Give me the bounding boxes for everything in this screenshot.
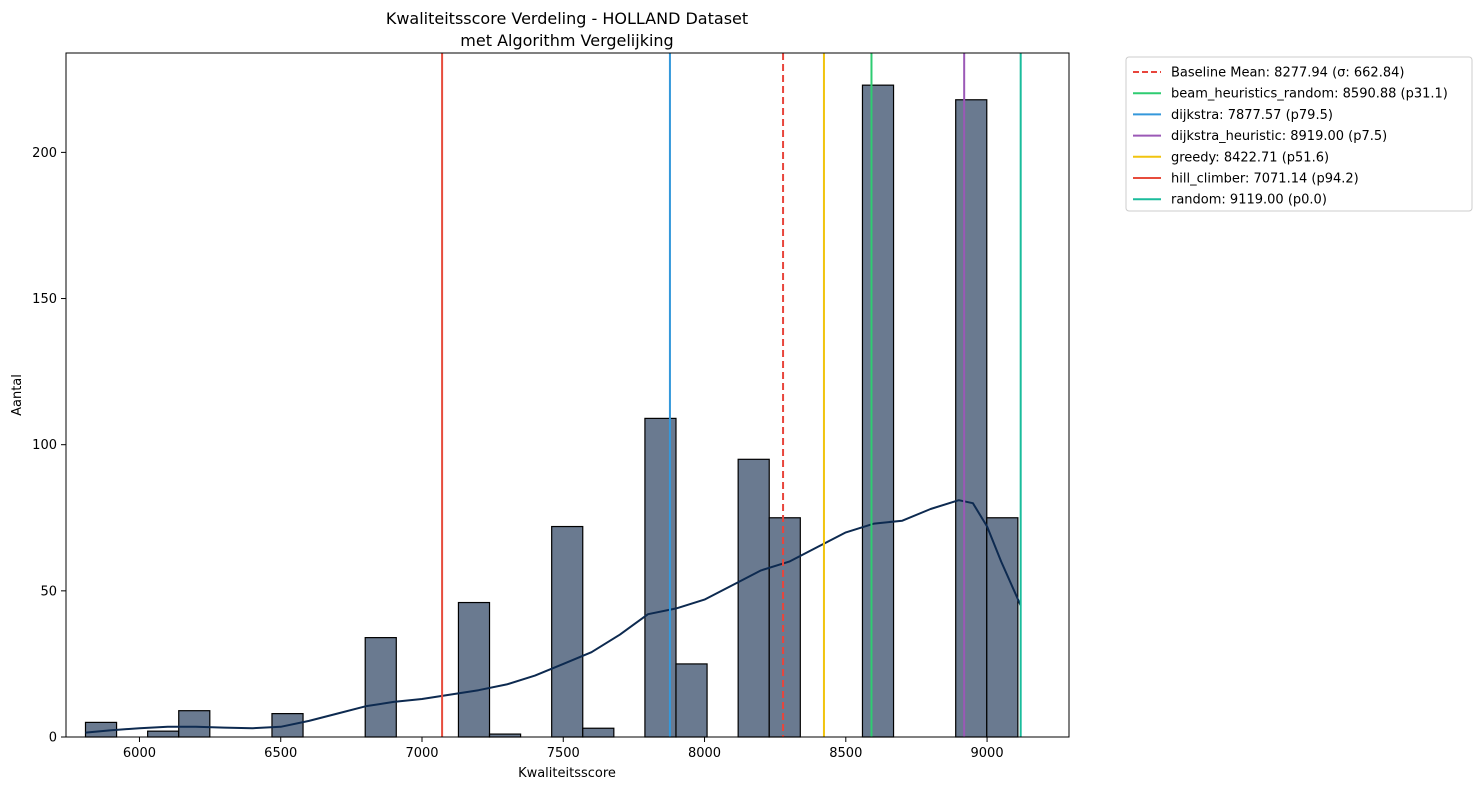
y-tick-label: 50 <box>40 584 57 599</box>
histogram-bar-7 <box>551 525 584 738</box>
histogram-bar-2 <box>178 710 211 738</box>
legend-label-0: Baseline Mean: 8277.94 (σ: 662.84) <box>1171 66 1404 81</box>
x-axis-ticks: 6000 6500 7000 7500 8000 8500 9000 <box>123 737 1004 761</box>
histogram-bar-9 <box>644 417 677 738</box>
y-tick-label: 150 <box>32 292 57 307</box>
legend-label-4: greedy: 8422.71 (p51.6) <box>1171 150 1329 165</box>
x-tick-label: 8000 <box>688 746 721 761</box>
y-tick-label: 100 <box>32 438 57 453</box>
histogram-bar-8 <box>582 727 615 738</box>
chart-title-line2: met Algorithm Vergelijking <box>460 31 673 50</box>
plot-frame <box>65 52 1070 738</box>
y-axis-label: Aantal <box>10 374 25 416</box>
histogram-bar-5 <box>457 601 491 738</box>
x-tick-label: 7000 <box>405 746 438 761</box>
histogram-bar-1 <box>147 730 180 738</box>
reference-lines-layer <box>441 53 1022 737</box>
y-tick-label: 200 <box>32 146 57 161</box>
x-tick-label: 6500 <box>264 746 297 761</box>
x-tick-label: 8500 <box>829 746 862 761</box>
legend-label-2: dijkstra: 7877.57 (p79.5) <box>1171 108 1333 123</box>
chart-title-line1: Kwaliteitsscore Verdeling - HOLLAND Data… <box>386 9 748 28</box>
x-axis-label: Kwaliteitsscore <box>518 766 616 781</box>
x-tick-label: 7500 <box>547 746 580 761</box>
x-tick-label: 6000 <box>123 746 156 761</box>
x-tick-label: 9000 <box>971 746 1004 761</box>
legend-label-1: beam_heuristics_random: 8590.88 (p31.1) <box>1171 87 1448 102</box>
histogram-bar-13 <box>861 84 895 738</box>
histogram-bar-12 <box>768 517 801 738</box>
y-tick-label: 0 <box>49 731 57 746</box>
bars-layer <box>84 84 1019 738</box>
legend-label-3: dijkstra_heuristic: 8919.00 (p7.5) <box>1171 129 1387 144</box>
histogram-bar-15 <box>986 517 1019 738</box>
histogram-bar-11 <box>737 458 770 738</box>
kde-layer <box>85 499 1022 734</box>
y-axis-ticks: 0 50 100 150 200 <box>32 146 66 746</box>
histogram-bar-10 <box>675 663 708 738</box>
legend-label-6: random: 9119.00 (p0.0) <box>1171 193 1327 208</box>
kde-curve <box>85 499 1022 734</box>
legend: Baseline Mean: 8277.94 (σ: 662.84) beam_h… <box>1125 56 1473 212</box>
histogram-bar-4 <box>364 637 397 738</box>
legend-label-5: hill_climber: 7071.14 (p94.2) <box>1171 172 1359 187</box>
histogram-bar-14 <box>955 99 988 738</box>
legend-box <box>1125 56 1473 212</box>
